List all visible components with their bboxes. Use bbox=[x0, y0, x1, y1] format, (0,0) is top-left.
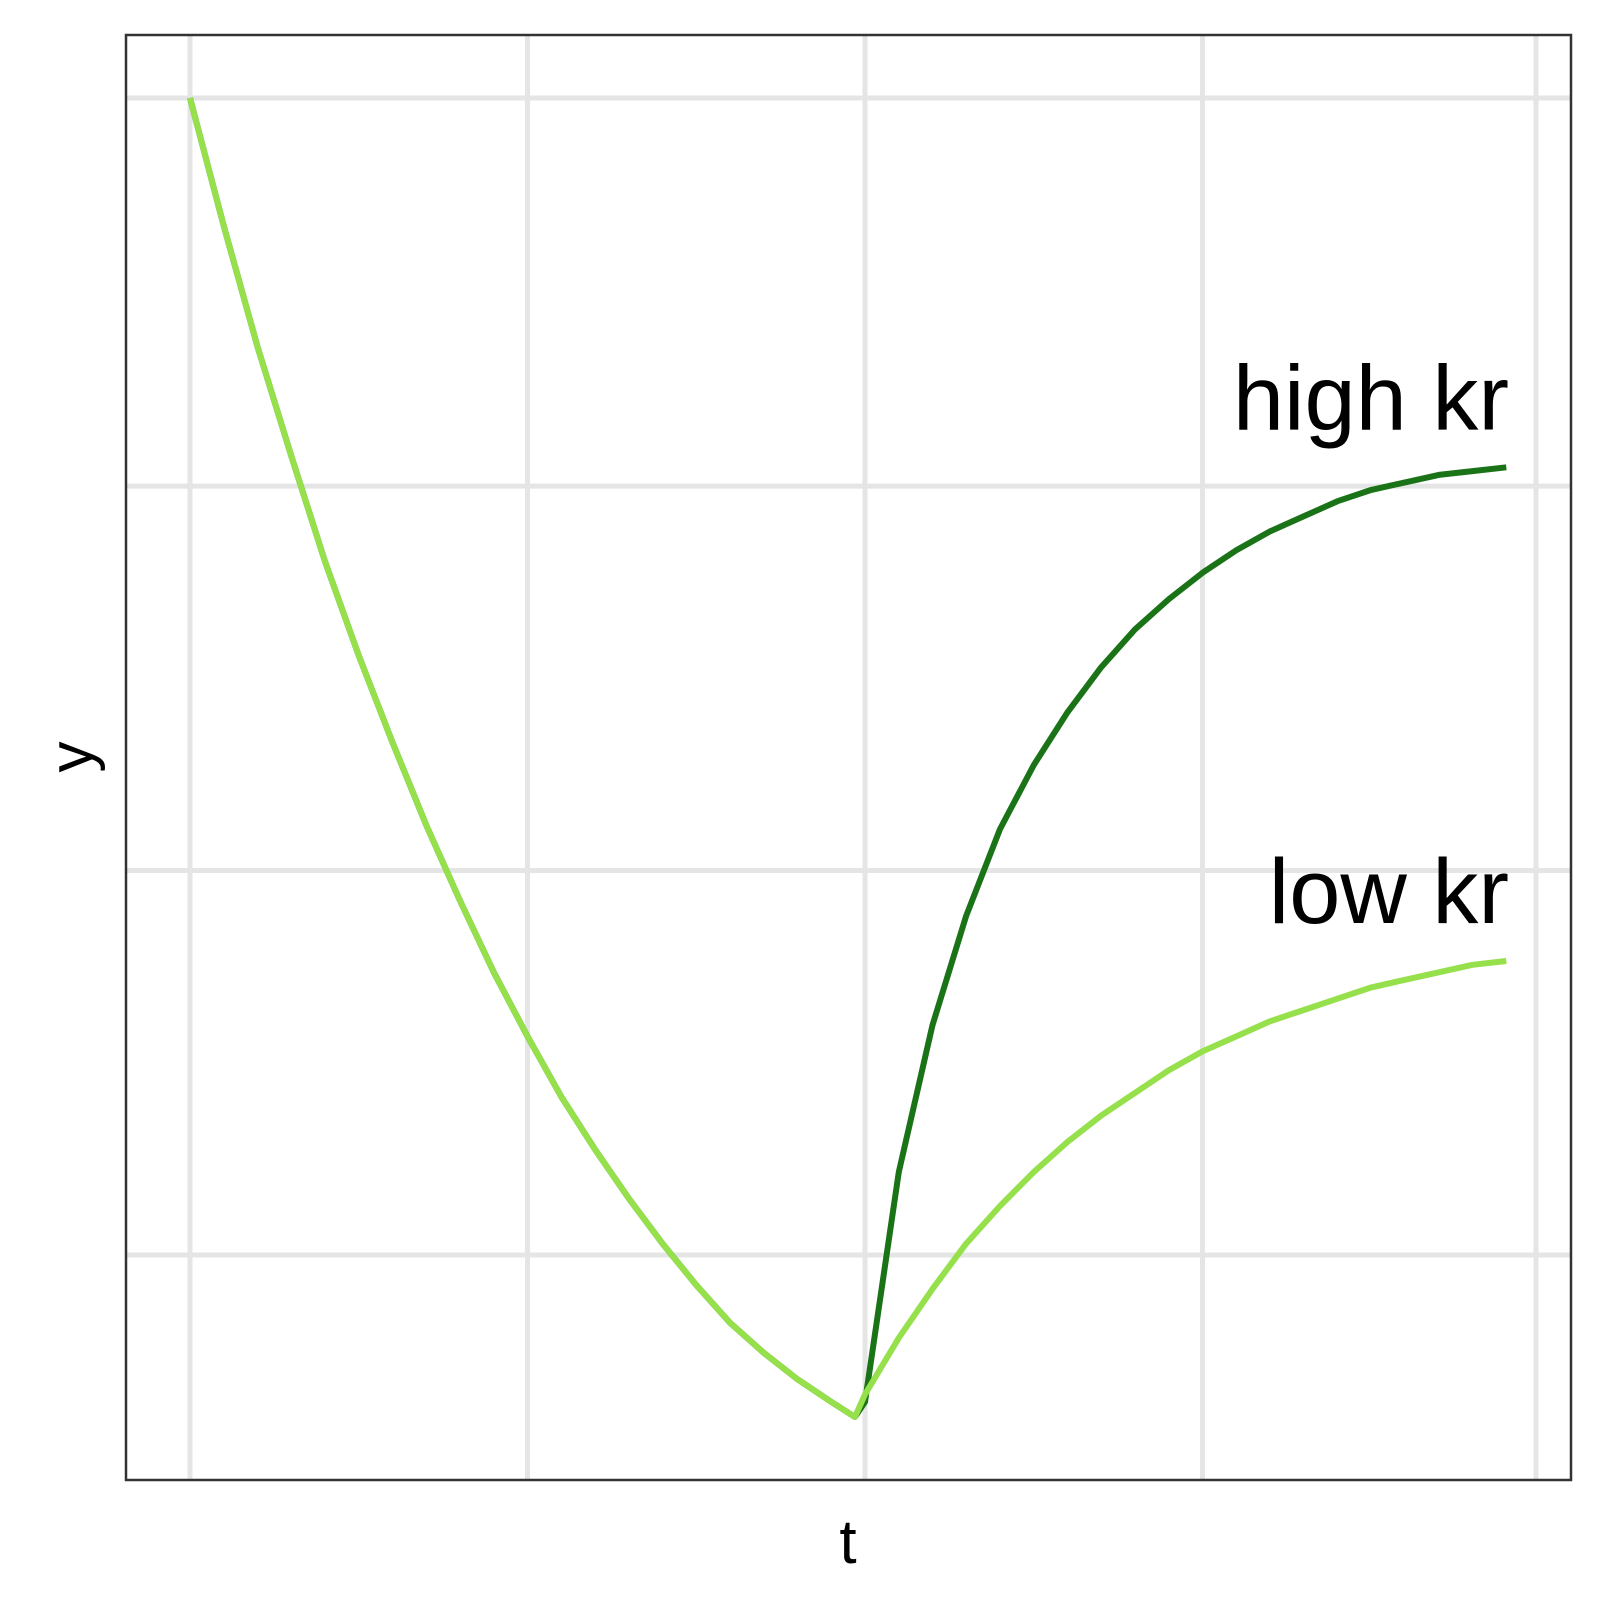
plot-frame bbox=[124, 33, 1573, 1482]
grid bbox=[126, 35, 1571, 1480]
y-axis-label: y bbox=[37, 742, 106, 773]
annotation-low-kr: low kr bbox=[1269, 841, 1509, 943]
annotation-high-kr: high kr bbox=[1233, 347, 1509, 449]
x-axis-label: t bbox=[839, 1508, 856, 1577]
series-line-high-kr bbox=[187, 97, 1507, 1420]
series-lines bbox=[187, 97, 1507, 1420]
annotations: high kr low kr bbox=[1233, 347, 1509, 943]
series-line-low-kr bbox=[187, 97, 1507, 1420]
